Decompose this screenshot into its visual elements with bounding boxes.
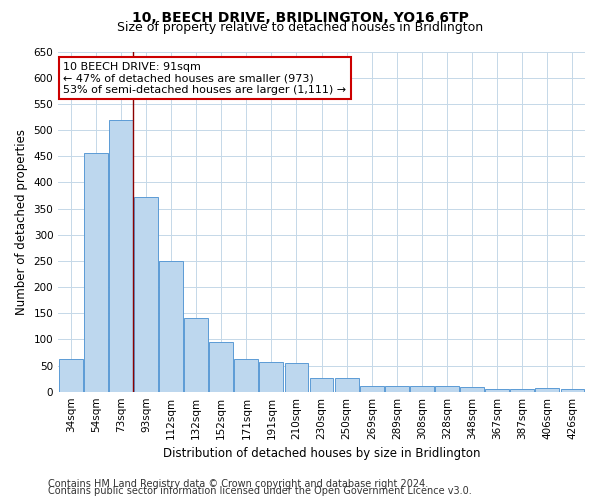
Bar [284,363,308,392]
Bar [159,262,183,392]
Bar [235,358,258,392]
Text: 10, BEECH DRIVE, BRIDLINGTON, YO16 6TP: 10, BEECH DRIVE, BRIDLINGTON, YO16 6TP [131,11,469,25]
Text: 10 BEECH DRIVE: 91sqm
← 47% of detached houses are smaller (973)
53% of semi-det: 10 BEECH DRIVE: 91sqm ← 47% of detached … [64,62,347,95]
Bar [360,386,383,392]
Bar [209,342,233,392]
Bar [410,386,434,392]
Text: Contains public sector information licensed under the Open Government Licence v3: Contains public sector information licen… [48,486,472,496]
Bar [84,152,108,392]
Bar [310,378,334,392]
Bar [335,378,359,392]
Y-axis label: Number of detached properties: Number of detached properties [15,128,28,314]
Bar [59,358,83,392]
Bar [560,389,584,392]
Bar [385,386,409,392]
Bar [485,388,509,392]
Bar [134,197,158,392]
Bar [511,389,534,392]
X-axis label: Distribution of detached houses by size in Bridlington: Distribution of detached houses by size … [163,447,481,460]
Bar [184,318,208,392]
Text: Size of property relative to detached houses in Bridlington: Size of property relative to detached ho… [117,22,483,35]
Bar [259,362,283,392]
Bar [535,388,559,392]
Text: Contains HM Land Registry data © Crown copyright and database right 2024.: Contains HM Land Registry data © Crown c… [48,479,428,489]
Bar [109,120,133,392]
Bar [435,386,459,392]
Bar [460,388,484,392]
